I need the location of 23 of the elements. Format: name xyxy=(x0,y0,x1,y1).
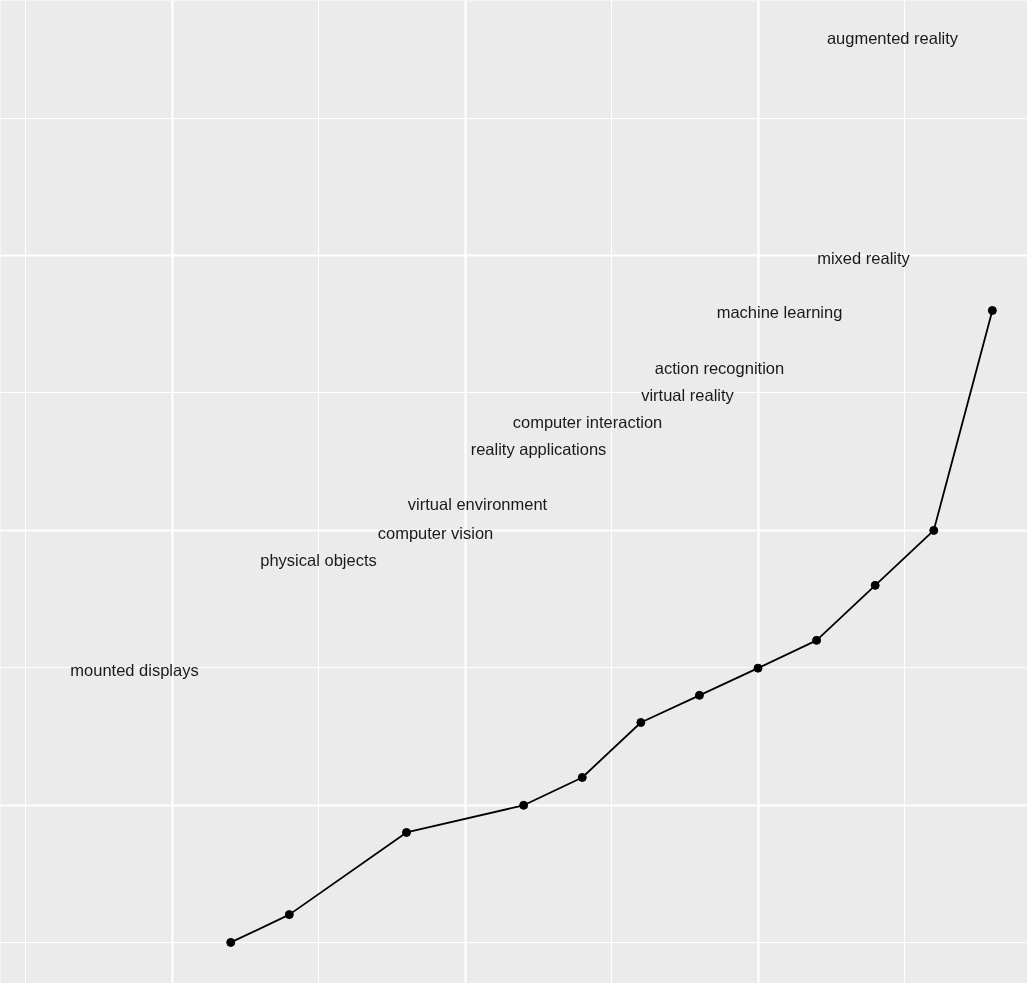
point xyxy=(402,827,411,837)
point xyxy=(519,800,529,810)
point xyxy=(694,690,704,700)
point xyxy=(812,635,822,645)
point xyxy=(636,718,646,727)
annotation: reality applications xyxy=(470,439,607,458)
point xyxy=(870,580,880,590)
annotation: virtual environment xyxy=(407,494,548,513)
annotation: physical objects xyxy=(260,550,377,569)
point xyxy=(577,772,587,782)
text: augmented reality xyxy=(826,28,959,47)
annotation: computer interaction xyxy=(512,412,663,431)
point xyxy=(753,663,763,673)
point xyxy=(284,910,294,920)
annotation: machine learning xyxy=(716,302,843,321)
annotation: action recognition xyxy=(654,358,785,377)
text: mounted displays xyxy=(70,660,199,679)
point xyxy=(226,937,236,947)
annotation: virtual reality xyxy=(641,385,735,404)
point xyxy=(987,305,997,315)
text: mixed reality xyxy=(817,248,911,267)
annotation: computer vision xyxy=(377,523,494,542)
point xyxy=(929,525,939,535)
